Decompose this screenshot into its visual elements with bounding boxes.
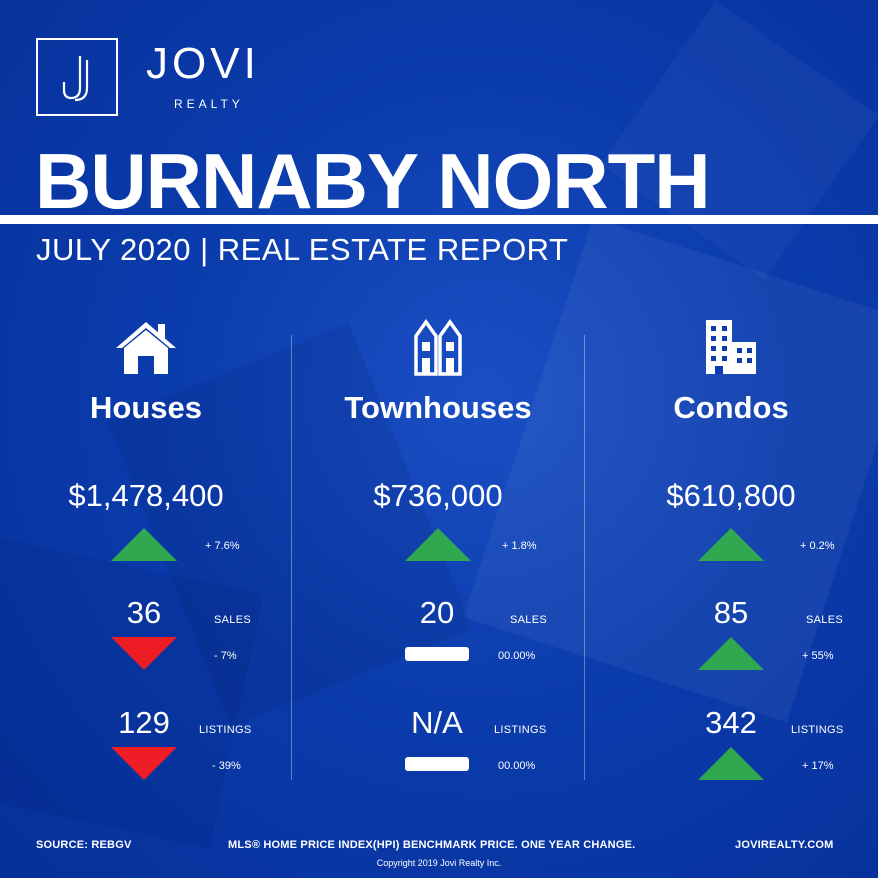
sales-label: SALES (214, 614, 251, 626)
sales-trend-down-icon (111, 637, 177, 670)
listings-count: N/A (411, 705, 463, 740)
sales-change: 00.00% (498, 650, 536, 662)
price-trend-up-icon (405, 528, 471, 561)
methodology-note: MLS® HOME PRICE INDEX(HPI) BENCHMARK PRI… (228, 839, 636, 851)
j-logo-icon (62, 56, 89, 102)
benchmark-price: $736,000 (373, 478, 503, 513)
price-change: + 7.6% (205, 540, 240, 552)
category-title: Houses (90, 390, 202, 425)
sales-change: + 55% (802, 650, 834, 662)
houses-column: Houses $1,478,400 + 7.6% 36 SALES - 7% 1… (0, 0, 292, 878)
listings-change: + 17% (802, 760, 834, 772)
benchmark-price: $1,478,400 (68, 478, 224, 513)
category-title: Townhouses (344, 390, 532, 425)
sales-trend-flat-icon (405, 647, 469, 661)
copyright: Copyright 2019 Jovi Realty Inc. (376, 858, 502, 868)
sales-count: 85 (713, 595, 749, 630)
condo-building-icon (706, 320, 756, 374)
house-icon (116, 322, 176, 374)
price-trend-up-icon (111, 528, 177, 561)
townhouses-column: Townhouses $736,000 + 1.8% 20 SALES 00.0… (292, 0, 584, 878)
listings-change: - 39% (212, 760, 241, 772)
townhouse-icon (414, 318, 462, 376)
sales-trend-up-icon (698, 637, 764, 670)
sales-count: 36 (126, 595, 162, 630)
page-title: BURNABY NORTH (35, 137, 711, 225)
sales-label: SALES (510, 614, 547, 626)
listings-count: 342 (705, 705, 757, 740)
listings-trend-up-icon (698, 747, 764, 780)
column-divider (291, 335, 292, 780)
brand-subtitle: REALTY (174, 97, 244, 111)
title-underline (0, 215, 878, 224)
listings-trend-flat-icon (405, 757, 469, 771)
listings-label: LISTINGS (494, 724, 547, 736)
brand-name: JOVI (146, 39, 260, 88)
sales-label: SALES (806, 614, 843, 626)
condos-column: Condos $610,800 + 0.2% 85 SALES + 55% 34… (585, 0, 877, 878)
listings-label: LISTINGS (791, 724, 844, 736)
report-subtitle: JULY 2020 | REAL ESTATE REPORT (36, 232, 569, 267)
price-change: + 1.8% (502, 540, 537, 552)
sales-change: - 7% (214, 650, 237, 662)
listings-change: 00.00% (498, 760, 536, 772)
price-change: + 0.2% (800, 540, 835, 552)
source-note: SOURCE: REBGV (36, 839, 132, 851)
price-trend-up-icon (698, 528, 764, 561)
category-title: Condos (673, 390, 789, 425)
listings-label: LISTINGS (199, 724, 252, 736)
website-link[interactable]: JOVIREALTY.COM (735, 839, 834, 851)
brand-logo (36, 38, 118, 116)
listings-trend-down-icon (111, 747, 177, 780)
column-divider (584, 335, 585, 780)
listings-count: 129 (118, 705, 170, 740)
sales-count: 20 (419, 595, 455, 630)
benchmark-price: $610,800 (666, 478, 796, 513)
